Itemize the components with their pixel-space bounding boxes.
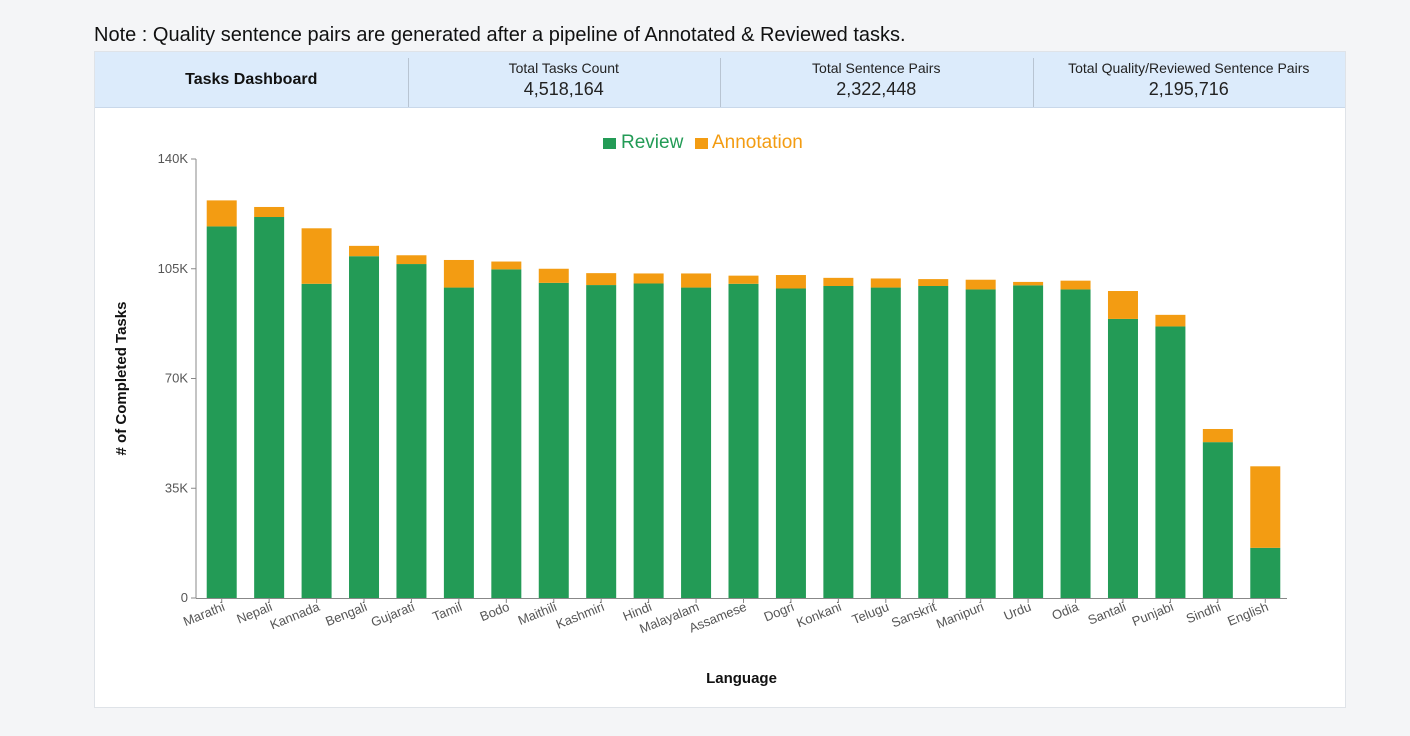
bar-annotation	[728, 275, 759, 284]
bar-review	[775, 288, 806, 598]
bar-review	[1013, 285, 1044, 598]
x-tick-label: Odia	[1050, 599, 1082, 623]
x-tick-label: Punjabi	[1130, 599, 1176, 629]
bar-review	[1250, 547, 1281, 598]
y-tick-label: 35K	[165, 480, 188, 495]
bar-review	[1060, 289, 1091, 598]
bar-annotation	[443, 259, 474, 288]
x-tick-label: Bengali	[323, 599, 369, 629]
y-tick-label: 105K	[158, 261, 189, 276]
bar-review	[965, 289, 996, 598]
dashboard-title: Tasks Dashboard	[185, 70, 318, 88]
bar-review	[1107, 318, 1138, 598]
x-tick-label: Santali	[1086, 599, 1129, 628]
bar-review	[443, 287, 474, 598]
dashboard-panel: Tasks Dashboard Total Tasks Count 4,518,…	[94, 51, 1346, 708]
bar-review	[823, 285, 854, 598]
legend-review-swatch	[603, 138, 616, 149]
x-tick-label: Bodo	[478, 599, 512, 624]
total-quality-label: Total Quality/Reviewed Sentence Pairs	[1068, 59, 1310, 76]
total-pairs-cell: Total Sentence Pairs 2,322,448	[720, 52, 1033, 107]
bar-annotation	[396, 255, 427, 265]
x-tick-label: Kashmiri	[554, 599, 607, 632]
bar-annotation	[681, 273, 712, 288]
stats-header: Tasks Dashboard Total Tasks Count 4,518,…	[95, 52, 1345, 108]
x-tick-label: Kannada	[268, 599, 323, 633]
bar-annotation	[1107, 291, 1138, 319]
bar-review	[728, 283, 759, 598]
dashboard-title-cell: Tasks Dashboard	[95, 52, 408, 107]
y-tick-label: 70K	[165, 371, 188, 386]
x-tick-label: English	[1225, 599, 1270, 629]
bar-annotation	[1155, 314, 1186, 327]
total-pairs-value: 2,322,448	[836, 78, 917, 99]
bar-annotation	[1013, 281, 1044, 286]
y-tick-label: 0	[181, 590, 188, 605]
bar-review	[918, 285, 949, 598]
x-tick-label: Dogri	[762, 599, 797, 625]
total-pairs-label: Total Sentence Pairs	[812, 59, 941, 76]
bar-review	[870, 287, 901, 598]
bar-annotation	[1202, 428, 1233, 443]
bar-review	[633, 283, 664, 598]
legend-annotation-label: Annotation	[712, 132, 803, 153]
bar-annotation	[918, 279, 949, 286]
bar-review	[396, 264, 427, 598]
bar-annotation	[301, 228, 332, 284]
total-quality-value: 2,195,716	[1148, 78, 1229, 99]
bar-review	[206, 226, 237, 599]
x-tick-label: Konkani	[794, 599, 843, 631]
legend-review-label: Review	[621, 132, 684, 153]
total-tasks-value: 4,518,164	[523, 78, 604, 99]
pipeline-note: Note : Quality sentence pairs are genera…	[94, 24, 906, 46]
bar-review	[254, 217, 285, 598]
bar-annotation	[491, 261, 522, 270]
bar-review	[681, 287, 712, 598]
bar-review	[491, 269, 522, 598]
bar-review	[1155, 326, 1186, 598]
bar-annotation	[823, 277, 854, 286]
bar-annotation	[965, 279, 996, 290]
total-tasks-cell: Total Tasks Count 4,518,164	[407, 52, 721, 107]
bar-review	[586, 285, 617, 598]
bar-annotation	[1060, 280, 1091, 290]
bar-review	[538, 282, 569, 598]
x-tick-label: Urdu	[1001, 599, 1033, 623]
bar-annotation	[633, 273, 664, 284]
bar-annotation	[586, 273, 617, 286]
total-tasks-label: Total Tasks Count	[508, 59, 619, 76]
bar-annotation	[206, 200, 237, 227]
bar-annotation	[538, 268, 569, 283]
bar-annotation	[1250, 466, 1281, 548]
x-tick-label: Manipuri	[934, 599, 986, 632]
x-axis-title: Language	[706, 670, 777, 687]
x-tick-label: Gujarati	[369, 599, 417, 630]
total-quality-cell: Total Quality/Reviewed Sentence Pairs 2,…	[1032, 52, 1346, 107]
bar-review	[301, 283, 332, 598]
y-axis-title: # of Completed Tasks	[113, 302, 130, 456]
x-tick-label: Tamil	[430, 599, 464, 624]
y-tick-label: 140K	[158, 151, 189, 166]
bar-review	[349, 256, 380, 598]
x-tick-label: Telugu	[850, 599, 891, 627]
bar-annotation	[870, 278, 901, 288]
x-tick-label: Maithili	[516, 599, 559, 628]
legend-annotation-swatch	[695, 138, 708, 149]
bar-annotation	[349, 245, 380, 257]
x-tick-label: Sanskrit	[889, 599, 939, 631]
bar-review	[1202, 442, 1233, 598]
bar-annotation	[254, 206, 285, 218]
bar-annotation	[775, 275, 806, 289]
x-tick-label: Sindhi	[1184, 599, 1223, 626]
